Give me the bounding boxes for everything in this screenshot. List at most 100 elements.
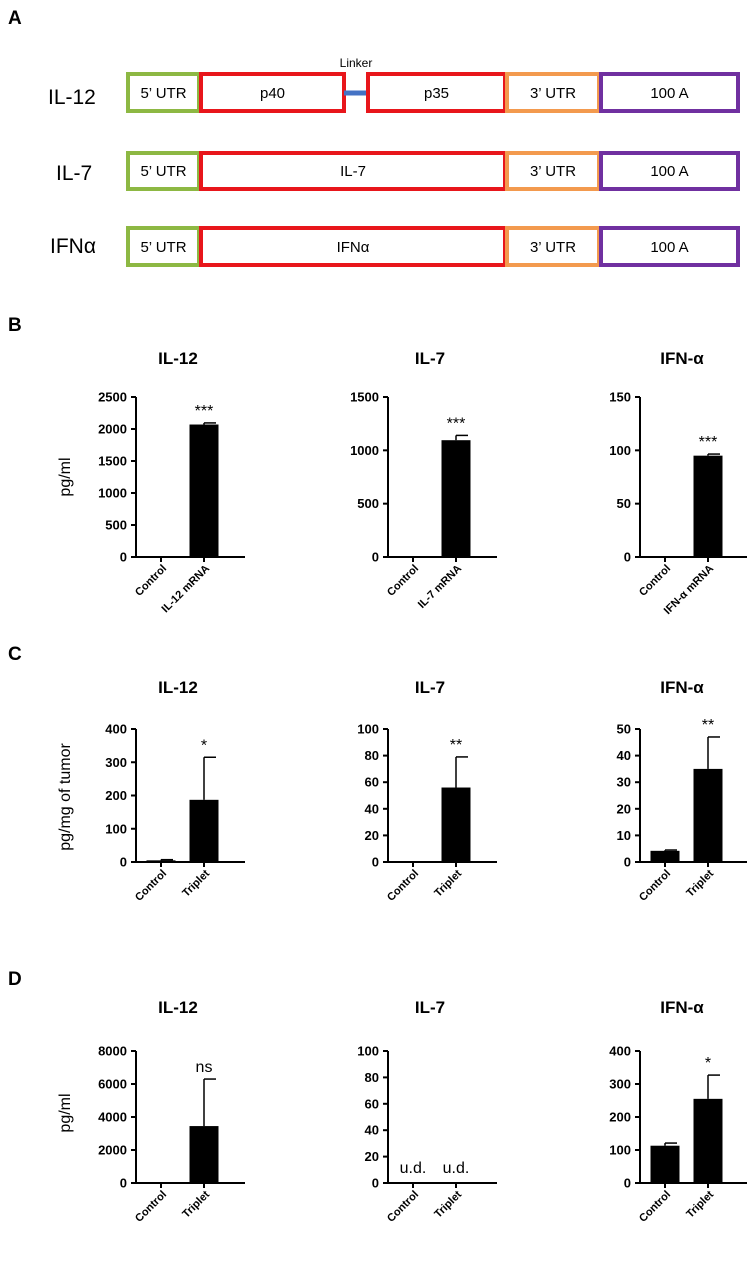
y-tick-label: 100 <box>609 443 631 458</box>
polya-label: 100 A <box>650 239 688 256</box>
x-tick-label: Triplet <box>180 1188 212 1220</box>
y-tick-label: 500 <box>357 496 379 511</box>
significance-label: ** <box>702 717 714 734</box>
bar <box>441 787 471 862</box>
bar <box>189 424 219 557</box>
y-tick-label: 30 <box>617 775 631 790</box>
utr5-label: 5’ UTR <box>140 85 186 102</box>
utr3-label: 3’ UTR <box>530 239 576 256</box>
bar <box>650 1145 680 1183</box>
p35-label: p35 <box>424 85 449 102</box>
chart-title: IL-7 <box>415 998 445 1017</box>
chart-c-il7: IL-7 0 20 40 60 80 100 Control Triplet ** <box>357 678 497 904</box>
bar <box>693 455 723 557</box>
bar <box>693 1098 723 1183</box>
chart-d-ifna: IFN-α 0 100 200 300 400 Control Triplet * <box>609 998 747 1225</box>
utr5-label: 5’ UTR <box>140 163 186 180</box>
significance-label: *** <box>699 434 718 451</box>
polya-label: 100 A <box>650 163 688 180</box>
x-tick-label: Triplet <box>432 867 464 899</box>
y-axis-label-c: pg/mg of tumor <box>57 743 74 851</box>
chart-title: IL-12 <box>158 349 198 368</box>
y-tick-label: 0 <box>624 1176 631 1191</box>
chart-c-il12: IL-12 0 100 200 300 400 Control Triplet * <box>105 678 245 904</box>
bar <box>693 768 723 862</box>
y-tick-label: 100 <box>609 1143 631 1158</box>
y-tick-label: 2000 <box>98 1143 127 1158</box>
y-tick-label: 300 <box>609 1077 631 1092</box>
construct-name: IL-7 <box>56 162 92 185</box>
y-tick-label: 1000 <box>98 486 127 501</box>
y-tick-label: 0 <box>372 855 379 870</box>
y-tick-label: 50 <box>617 722 631 737</box>
linker-label: Linker <box>340 56 373 70</box>
y-tick-label: 60 <box>365 775 379 790</box>
y-tick-label: 100 <box>357 722 379 737</box>
cds-label: IFNα <box>337 239 370 256</box>
x-tick-label: Control <box>133 563 169 599</box>
y-tick-label: 1500 <box>350 390 379 405</box>
x-tick-label: Control <box>133 1189 169 1225</box>
x-tick-label: Control <box>133 868 169 904</box>
x-tick-label: Control <box>637 1189 673 1225</box>
bar <box>441 440 471 557</box>
cds-label: IL-7 <box>340 163 366 180</box>
bar <box>650 850 680 862</box>
bar <box>189 799 219 862</box>
y-tick-label: 20 <box>617 801 631 816</box>
y-tick-label: 0 <box>120 1176 127 1191</box>
bar <box>189 1126 219 1183</box>
x-tick-label: Triplet <box>684 1188 716 1220</box>
construct-name: IFNα <box>50 235 96 258</box>
y-tick-label: 4000 <box>98 1110 127 1125</box>
construct-il7: IL-7 5’ UTR IL-7 3’ UTR 100 A <box>56 151 740 191</box>
utr5-label: 5’ UTR <box>140 239 186 256</box>
y-tick-label: 500 <box>105 518 127 533</box>
undetected-label: u.d. <box>443 1160 470 1177</box>
y-tick-label: 100 <box>105 821 127 836</box>
chart-title: IL-12 <box>158 678 198 697</box>
y-tick-label: 1500 <box>98 454 127 469</box>
y-tick-label: 20 <box>365 1149 379 1164</box>
panel-label-b: B <box>8 315 22 336</box>
panel-label-a: A <box>8 8 22 29</box>
y-tick-label: 400 <box>105 722 127 737</box>
panel-label-d: D <box>8 969 22 990</box>
construct-il12: IL-12 5’ UTR p40 Linker p35 3’ UTR 100 A <box>48 56 740 113</box>
x-tick-label: Control <box>385 868 421 904</box>
y-tick-label: 80 <box>365 1070 379 1085</box>
y-axis-label-d: pg/ml <box>57 1093 74 1132</box>
y-tick-label: 0 <box>624 855 631 870</box>
y-tick-label: 400 <box>609 1044 631 1059</box>
chart-title: IFN-α <box>660 349 704 368</box>
bar <box>146 860 176 862</box>
y-tick-label: 6000 <box>98 1077 127 1092</box>
polya-box <box>599 151 740 191</box>
chart-c-ifna: IFN-α 0 10 20 30 40 50 Control Triplet ** <box>617 678 747 904</box>
chart-title: IFN-α <box>660 678 704 697</box>
polya-label: 100 A <box>650 85 688 102</box>
y-tick-label: 200 <box>609 1110 631 1125</box>
construct-name: IL-12 <box>48 86 96 109</box>
chart-title: IFN-α <box>660 998 704 1017</box>
chart-d-il7: IL-7 0 20 40 60 80 100 Control u.d. Triplet u.d. <box>357 998 497 1225</box>
y-tick-label: 0 <box>372 1176 379 1191</box>
y-tick-label: 8000 <box>98 1044 127 1059</box>
y-tick-label: 150 <box>609 390 631 405</box>
y-tick-label: 40 <box>365 1123 379 1138</box>
x-tick-label: Triplet <box>684 867 716 899</box>
x-tick-label: Control <box>385 563 421 599</box>
x-tick-label: Control <box>637 563 673 599</box>
p40-label: p40 <box>260 85 285 102</box>
significance-label: * <box>705 1055 711 1072</box>
chart-title: IL-7 <box>415 349 445 368</box>
undetected-label: u.d. <box>400 1160 427 1177</box>
y-tick-label: 0 <box>120 550 127 565</box>
panel-label-c: C <box>8 644 22 665</box>
utr3-label: 3’ UTR <box>530 163 576 180</box>
y-axis-label-b: pg/ml <box>57 457 74 496</box>
y-tick-label: 0 <box>372 550 379 565</box>
